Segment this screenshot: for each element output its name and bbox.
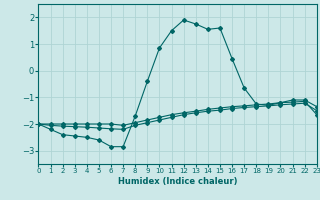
X-axis label: Humidex (Indice chaleur): Humidex (Indice chaleur) <box>118 177 237 186</box>
